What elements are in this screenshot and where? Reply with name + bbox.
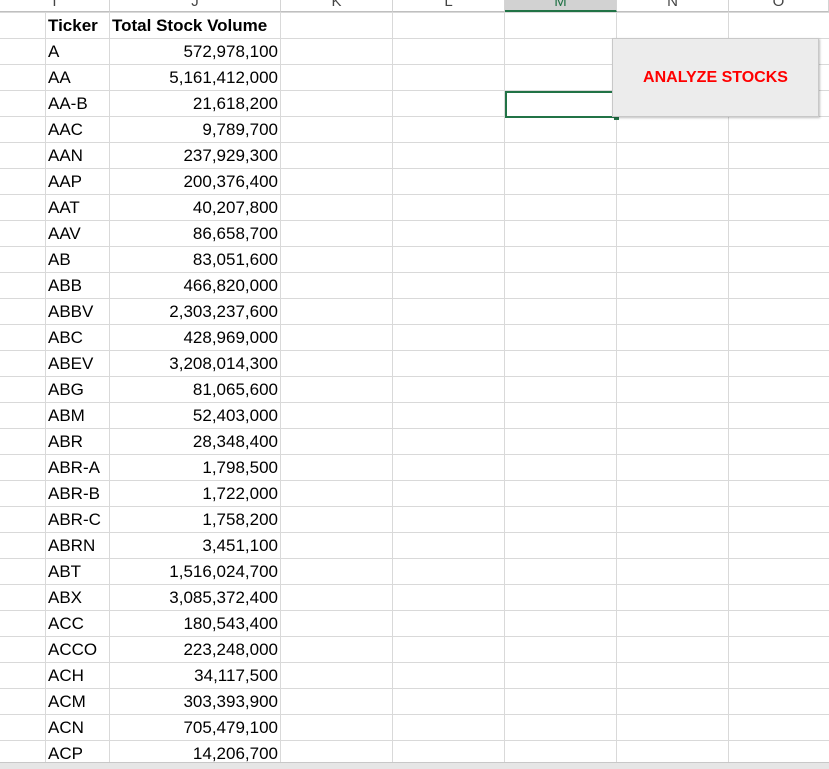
volume-cell[interactable]: 223,248,000 (110, 637, 280, 663)
ticker-cell[interactable]: AA (46, 65, 110, 91)
volume-cell[interactable]: 34,117,500 (110, 663, 280, 689)
ticker-cell[interactable]: ABX (46, 585, 110, 611)
ticker-cell[interactable]: AAP (46, 169, 110, 195)
gridline (280, 12, 281, 764)
analyze-stocks-button[interactable]: ANALYZE STOCKS (612, 38, 819, 117)
ticker-cell[interactable]: ABC (46, 325, 110, 351)
volume-cell[interactable]: 1,516,024,700 (110, 559, 280, 585)
volume-cell[interactable]: 52,403,000 (110, 403, 280, 429)
gridline (616, 12, 617, 764)
volume-cell[interactable]: 83,051,600 (110, 247, 280, 273)
column-header-m[interactable]: M (505, 0, 617, 12)
ticker-cell[interactable]: ABG (46, 377, 110, 403)
ticker-header[interactable]: Ticker (46, 13, 110, 39)
volume-cell[interactable]: 1,758,200 (110, 507, 280, 533)
volume-cell[interactable]: 5,161,412,000 (110, 65, 280, 91)
column-header-o[interactable]: O (729, 0, 829, 12)
ticker-cell[interactable]: ABT (46, 559, 110, 585)
volume-cell[interactable]: 2,303,237,600 (110, 299, 280, 325)
ticker-cell[interactable]: ABR-A (46, 455, 110, 481)
column-header-l[interactable]: L (393, 0, 505, 12)
gridline (504, 12, 505, 764)
ticker-cell[interactable]: ACC (46, 611, 110, 637)
volume-cell[interactable]: 428,969,000 (110, 325, 280, 351)
volume-cell[interactable]: 3,208,014,300 (110, 351, 280, 377)
gridline (392, 12, 393, 764)
ticker-cell[interactable]: ACH (46, 663, 110, 689)
volume-cell[interactable]: 3,085,372,400 (110, 585, 280, 611)
ticker-cell[interactable]: ABM (46, 403, 110, 429)
volume-cell[interactable]: 572,978,100 (110, 39, 280, 65)
column-header-i[interactable]: I (0, 0, 110, 12)
gridline (728, 12, 729, 764)
ticker-cell[interactable]: ABB (46, 273, 110, 299)
ticker-cell[interactable]: ABR (46, 429, 110, 455)
column-header-n[interactable]: N (617, 0, 729, 12)
volume-cell[interactable]: 21,618,200 (110, 91, 280, 117)
volume-cell[interactable]: 28,348,400 (110, 429, 280, 455)
volume-cell[interactable]: 40,207,800 (110, 195, 280, 221)
ticker-cell[interactable]: AB (46, 247, 110, 273)
volume-cell[interactable]: 705,479,100 (110, 715, 280, 741)
ticker-cell[interactable]: AA-B (46, 91, 110, 117)
ticker-cell[interactable]: ABEV (46, 351, 110, 377)
ticker-cell[interactable]: AAN (46, 143, 110, 169)
column-header-k[interactable]: K (281, 0, 393, 12)
volume-cell[interactable]: 303,393,900 (110, 689, 280, 715)
volume-cell[interactable]: 3,451,100 (110, 533, 280, 559)
volume-cell[interactable]: 466,820,000 (110, 273, 280, 299)
ticker-cell[interactable]: AAV (46, 221, 110, 247)
volume-cell[interactable]: 237,929,300 (110, 143, 280, 169)
ticker-cell[interactable]: ACCO (46, 637, 110, 663)
ticker-cell[interactable]: ABR-C (46, 507, 110, 533)
volume-cell[interactable]: 200,376,400 (110, 169, 280, 195)
ticker-cell[interactable]: ACM (46, 689, 110, 715)
ticker-cell[interactable]: AAT (46, 195, 110, 221)
ticker-cell[interactable]: ACN (46, 715, 110, 741)
volume-cell[interactable]: 1,722,000 (110, 481, 280, 507)
ticker-cell[interactable]: AAC (46, 117, 110, 143)
volume-header[interactable]: Total Stock Volume (110, 13, 281, 39)
ticker-cell[interactable]: A (46, 39, 110, 65)
volume-cell[interactable]: 81,065,600 (110, 377, 280, 403)
ticker-cell[interactable]: ABR-B (46, 481, 110, 507)
volume-cell[interactable]: 9,789,700 (110, 117, 280, 143)
ticker-cell[interactable]: ABRN (46, 533, 110, 559)
ticker-cell[interactable]: ABBV (46, 299, 110, 325)
selected-cell[interactable] (505, 91, 617, 118)
column-header-j[interactable]: J (110, 0, 281, 12)
volume-cell[interactable]: 1,798,500 (110, 455, 280, 481)
volume-cell[interactable]: 180,543,400 (110, 611, 280, 637)
volume-cell[interactable]: 86,658,700 (110, 221, 280, 247)
